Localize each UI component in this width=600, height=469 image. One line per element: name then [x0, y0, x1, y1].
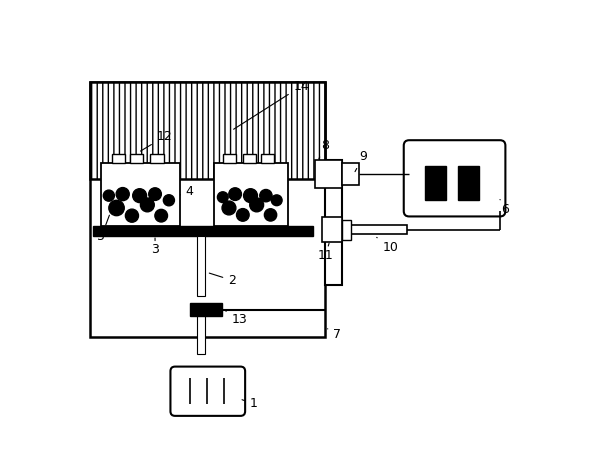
Circle shape: [149, 188, 161, 200]
Text: 1: 1: [242, 397, 257, 410]
Circle shape: [155, 209, 167, 222]
Bar: [325, 160, 342, 285]
Circle shape: [222, 201, 236, 215]
Circle shape: [244, 189, 257, 203]
Bar: [112, 154, 125, 163]
Bar: [151, 154, 164, 163]
Text: 13: 13: [226, 311, 247, 326]
Circle shape: [250, 198, 263, 212]
Text: 8: 8: [319, 139, 329, 159]
Bar: [352, 225, 407, 234]
Circle shape: [217, 192, 228, 203]
Text: 5: 5: [97, 215, 109, 243]
Circle shape: [109, 200, 124, 216]
Bar: [322, 217, 342, 242]
Bar: [261, 154, 274, 163]
FancyBboxPatch shape: [170, 367, 245, 416]
Bar: [91, 83, 325, 337]
Bar: [130, 154, 143, 163]
Text: 12: 12: [140, 130, 172, 151]
Text: 10: 10: [377, 237, 398, 254]
Text: 11: 11: [317, 243, 333, 262]
Bar: [214, 163, 288, 227]
Bar: [342, 219, 352, 240]
Bar: [190, 303, 222, 316]
Bar: [223, 154, 236, 163]
Circle shape: [103, 190, 115, 201]
Circle shape: [265, 209, 277, 221]
Bar: [91, 83, 325, 179]
Circle shape: [271, 195, 282, 206]
Circle shape: [116, 188, 129, 201]
Bar: [197, 308, 205, 354]
Circle shape: [133, 189, 146, 203]
Text: 4: 4: [181, 185, 194, 198]
Text: 6: 6: [500, 199, 509, 216]
Circle shape: [140, 198, 154, 212]
Bar: [425, 166, 446, 200]
Circle shape: [163, 195, 175, 206]
Bar: [458, 166, 479, 200]
Circle shape: [125, 209, 139, 222]
Text: 2: 2: [209, 273, 236, 287]
Text: 3: 3: [151, 238, 159, 257]
Bar: [94, 227, 313, 236]
Bar: [342, 163, 359, 185]
Bar: [315, 160, 342, 188]
Bar: [243, 154, 256, 163]
Circle shape: [229, 188, 241, 200]
Circle shape: [260, 189, 272, 202]
Bar: [101, 163, 179, 227]
Text: 14: 14: [233, 80, 309, 129]
Text: 7: 7: [328, 328, 341, 341]
Circle shape: [236, 209, 249, 221]
FancyBboxPatch shape: [404, 140, 505, 216]
Bar: [197, 236, 205, 296]
Text: 9: 9: [355, 150, 367, 172]
